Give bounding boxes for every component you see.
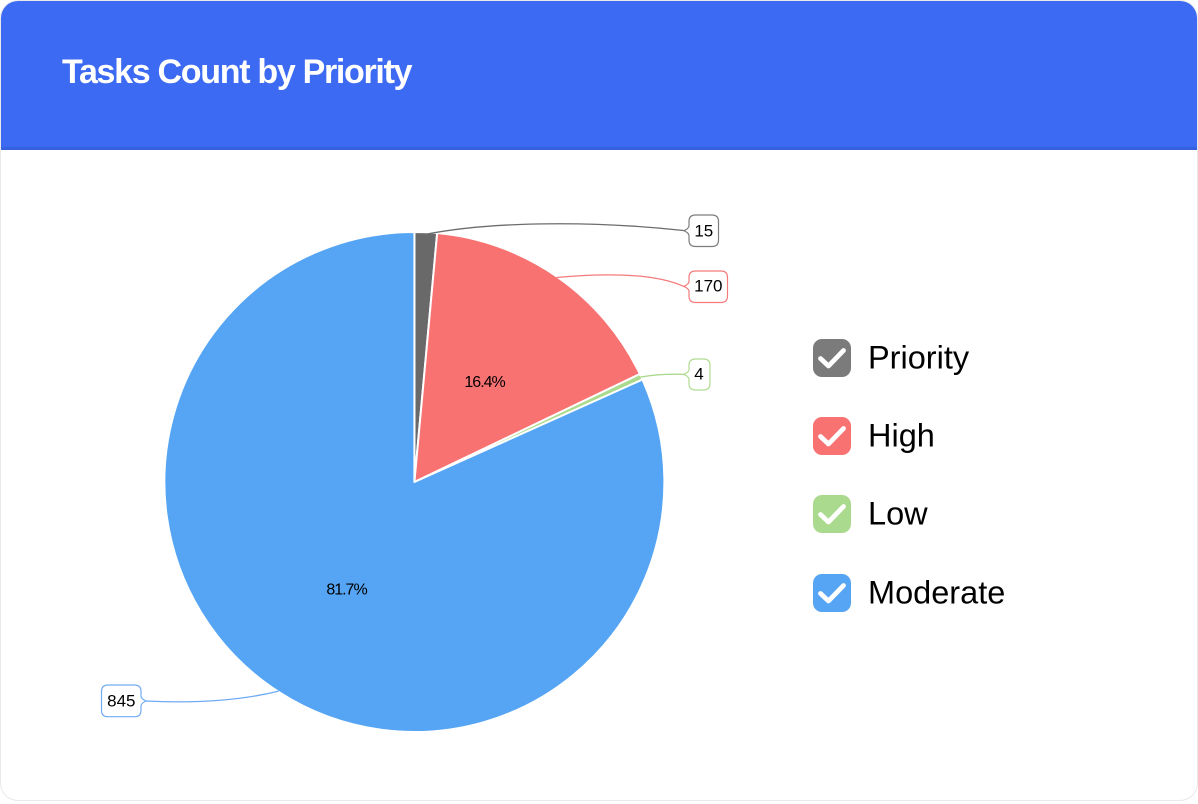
svg-text:4: 4 xyxy=(694,364,703,383)
svg-text:15: 15 xyxy=(694,221,713,240)
svg-text:170: 170 xyxy=(694,276,722,295)
svg-text:81.7%: 81.7% xyxy=(326,582,367,599)
svg-text:845: 845 xyxy=(107,692,135,711)
svg-text:16.4%: 16.4% xyxy=(464,374,505,391)
